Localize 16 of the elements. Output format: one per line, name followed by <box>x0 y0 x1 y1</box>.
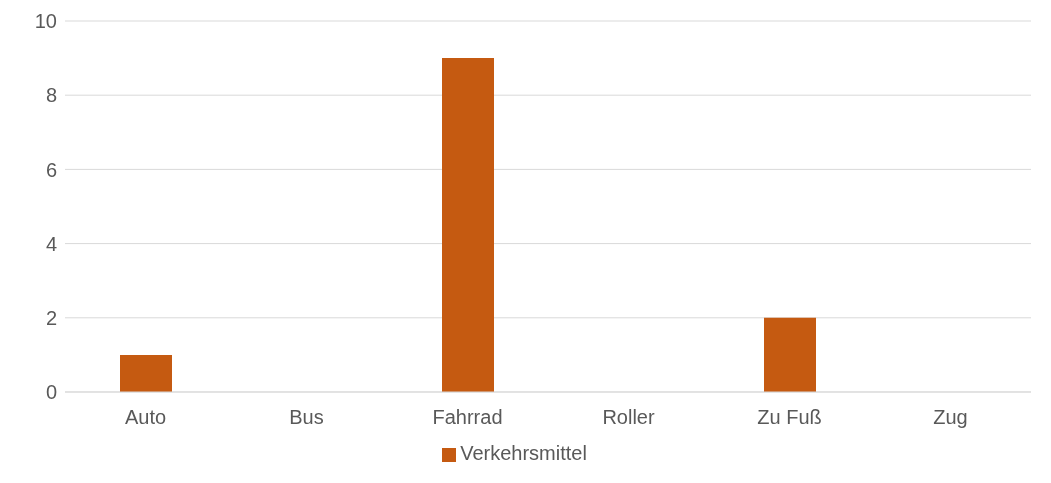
bar <box>120 354 172 392</box>
x-tick-label: Fahrrad <box>432 406 503 429</box>
x-tick-label: Roller <box>602 406 655 429</box>
x-tick-label: Zu Fuß <box>757 406 822 429</box>
y-tick-label: 8 <box>45 84 57 107</box>
y-tick-label: 4 <box>45 232 57 255</box>
y-tick-label: 0 <box>45 381 57 404</box>
y-tick-label: 6 <box>45 158 57 181</box>
y-tick-label: 10 <box>34 10 57 33</box>
bar <box>442 58 494 392</box>
x-tick-label: Auto <box>124 406 167 429</box>
x-tick-label: Bus <box>289 406 324 429</box>
legend-label: Verkehrsmittel <box>460 442 587 464</box>
x-tick-label: Zug <box>933 406 968 429</box>
y-tick-label: 2 <box>45 306 57 329</box>
bar <box>764 317 816 392</box>
